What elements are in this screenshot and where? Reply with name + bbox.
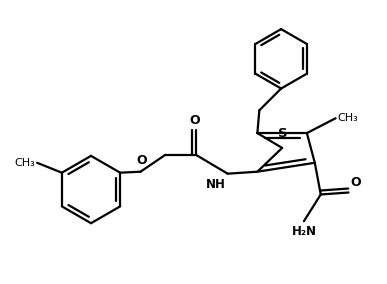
Text: H₂N: H₂N xyxy=(291,225,317,238)
Text: NH: NH xyxy=(206,178,226,191)
Text: O: O xyxy=(190,114,200,127)
Text: CH₃: CH₃ xyxy=(14,158,35,168)
Text: O: O xyxy=(351,176,361,189)
Text: CH₃: CH₃ xyxy=(337,113,358,123)
Text: S: S xyxy=(278,127,288,140)
Text: O: O xyxy=(136,154,147,167)
